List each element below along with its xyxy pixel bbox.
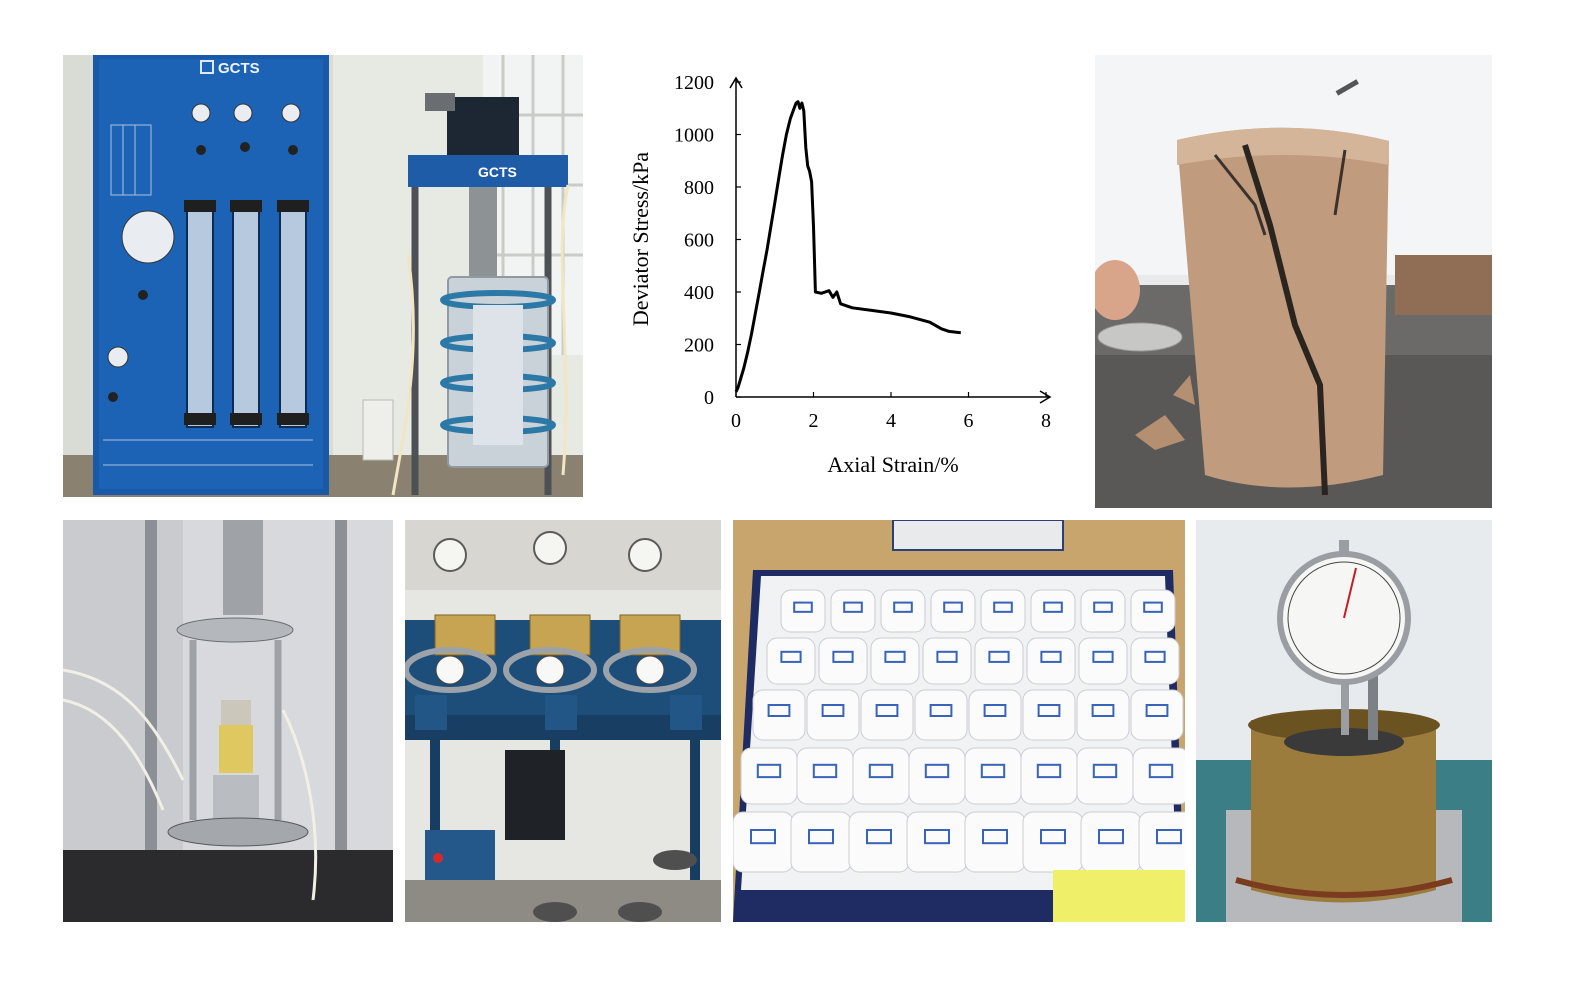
wrapped-sample (1080, 811, 1142, 873)
y-tick-label: 400 (684, 282, 714, 304)
y-tick-label: 200 (684, 335, 714, 357)
sample-tag (936, 650, 958, 663)
sample-tag (1092, 650, 1114, 663)
x-tick-label: 0 (731, 410, 741, 432)
y-tick-label: 600 (684, 230, 714, 252)
gcts-apparatus-illustration: GCTS GCTS (63, 55, 583, 497)
sample-tag (821, 704, 845, 717)
photo-fractured-specimen (1095, 55, 1492, 508)
y-tick-label: 1000 (674, 125, 714, 147)
sample-tag (875, 704, 899, 717)
sample-tag (812, 763, 838, 779)
wrapped-sample (790, 811, 852, 873)
y-tick-label: 800 (684, 177, 714, 199)
frame-brand-label: GCTS (478, 164, 517, 180)
photo-load-frame (63, 520, 393, 922)
sample-tag (1143, 601, 1163, 613)
wrapped-samples-illustration (733, 520, 1185, 922)
sample-tag (767, 704, 791, 717)
sample-tag (1040, 829, 1066, 845)
wrapped-sample (964, 811, 1026, 873)
sample-tag (1040, 650, 1062, 663)
sample-tag (1156, 829, 1182, 845)
wrapped-sample (852, 747, 910, 805)
load-frame-illustration (63, 520, 393, 922)
sample-tag (980, 763, 1006, 779)
sample-tag (1091, 704, 1115, 717)
sample-tag (1043, 601, 1063, 613)
steel-disc (1097, 322, 1183, 352)
wrapped-sample (1022, 811, 1084, 873)
sample-tag (832, 650, 854, 663)
y-tick-label: 0 (704, 387, 714, 409)
sample-tag (1036, 763, 1062, 779)
sample-tag (793, 601, 813, 613)
wrapped-sample (906, 811, 968, 873)
sample-tag (943, 601, 963, 613)
sample-tag (1145, 704, 1169, 717)
sample-tag (924, 829, 950, 845)
sample-grid (733, 589, 1185, 873)
photo-gcts-triaxial-apparatus: GCTS GCTS (63, 55, 583, 497)
wrapped-sample (908, 747, 966, 805)
sample-tag (1037, 704, 1061, 717)
sample-tag (924, 763, 950, 779)
fractured-specimen-illustration (1095, 55, 1492, 508)
sample-tag (1148, 763, 1174, 779)
sample-tag (1092, 763, 1118, 779)
x-tick-label: 2 (809, 410, 819, 432)
gcts-logo-icon (200, 60, 214, 74)
sample-tag (983, 704, 1007, 717)
wrapped-sample (1132, 747, 1185, 805)
x-ticks: 0 2 4 6 8 (731, 392, 1051, 432)
yellow-sensor (219, 725, 253, 773)
y-ticks: 0 200 400 600 800 1000 1200 (674, 72, 741, 409)
plot-series (734, 100, 961, 393)
stress-strain-chart: 0 2 4 6 8 0 200 400 600 800 1000 1200 Axial Strain… (600, 50, 1080, 505)
sample-tag (868, 763, 894, 779)
wrapped-sample (1020, 747, 1078, 805)
y-axis-label: Deviator Stress/kPa (628, 152, 653, 326)
y-tick-label: 1200 (674, 72, 714, 94)
sample-tag (1144, 650, 1166, 663)
wrapped-sample (740, 747, 798, 805)
series-line (734, 100, 961, 393)
sample-tag (750, 829, 776, 845)
sample-tag (756, 763, 782, 779)
x-axis-arrow-icon (1039, 390, 1052, 404)
photo-wrapped-samples (733, 520, 1185, 922)
sample-tag (893, 601, 913, 613)
photo-consolidation-gauge (1196, 520, 1492, 922)
wrapped-sample (848, 811, 910, 873)
wrapped-sample (1076, 747, 1134, 805)
sample-tag (929, 704, 953, 717)
direct-shear-illustration (405, 520, 721, 922)
sample-tag (993, 601, 1013, 613)
y-axis-arrow-icon (729, 76, 743, 89)
sample-tag (988, 650, 1010, 663)
panel-brand-label: GCTS (218, 60, 260, 77)
sample-tag (843, 601, 863, 613)
consolidation-gauge-illustration (1196, 520, 1492, 922)
chart-svg: 0 2 4 6 8 0 200 400 600 800 1000 1200 Axial Strain… (628, 72, 1052, 477)
sample-tag (808, 829, 834, 845)
x-tick-label: 4 (886, 410, 896, 432)
x-axis-label: Axial Strain/% (827, 452, 958, 477)
wrapped-sample (733, 811, 794, 873)
sample-tag (982, 829, 1008, 845)
wrapped-sample (796, 747, 854, 805)
sample-tag (884, 650, 906, 663)
wrapped-sample (964, 747, 1022, 805)
sample-tag (866, 829, 892, 845)
sample-tag (780, 650, 802, 663)
main-crack (1242, 144, 1328, 496)
chart-axes (729, 76, 1052, 404)
x-tick-label: 6 (964, 410, 974, 432)
wrapped-sample (1138, 811, 1185, 873)
photo-direct-shear-apparatus (405, 520, 721, 922)
sample-tag (1093, 601, 1113, 613)
sample-tag (1098, 829, 1124, 845)
x-tick-label: 8 (1041, 410, 1051, 432)
